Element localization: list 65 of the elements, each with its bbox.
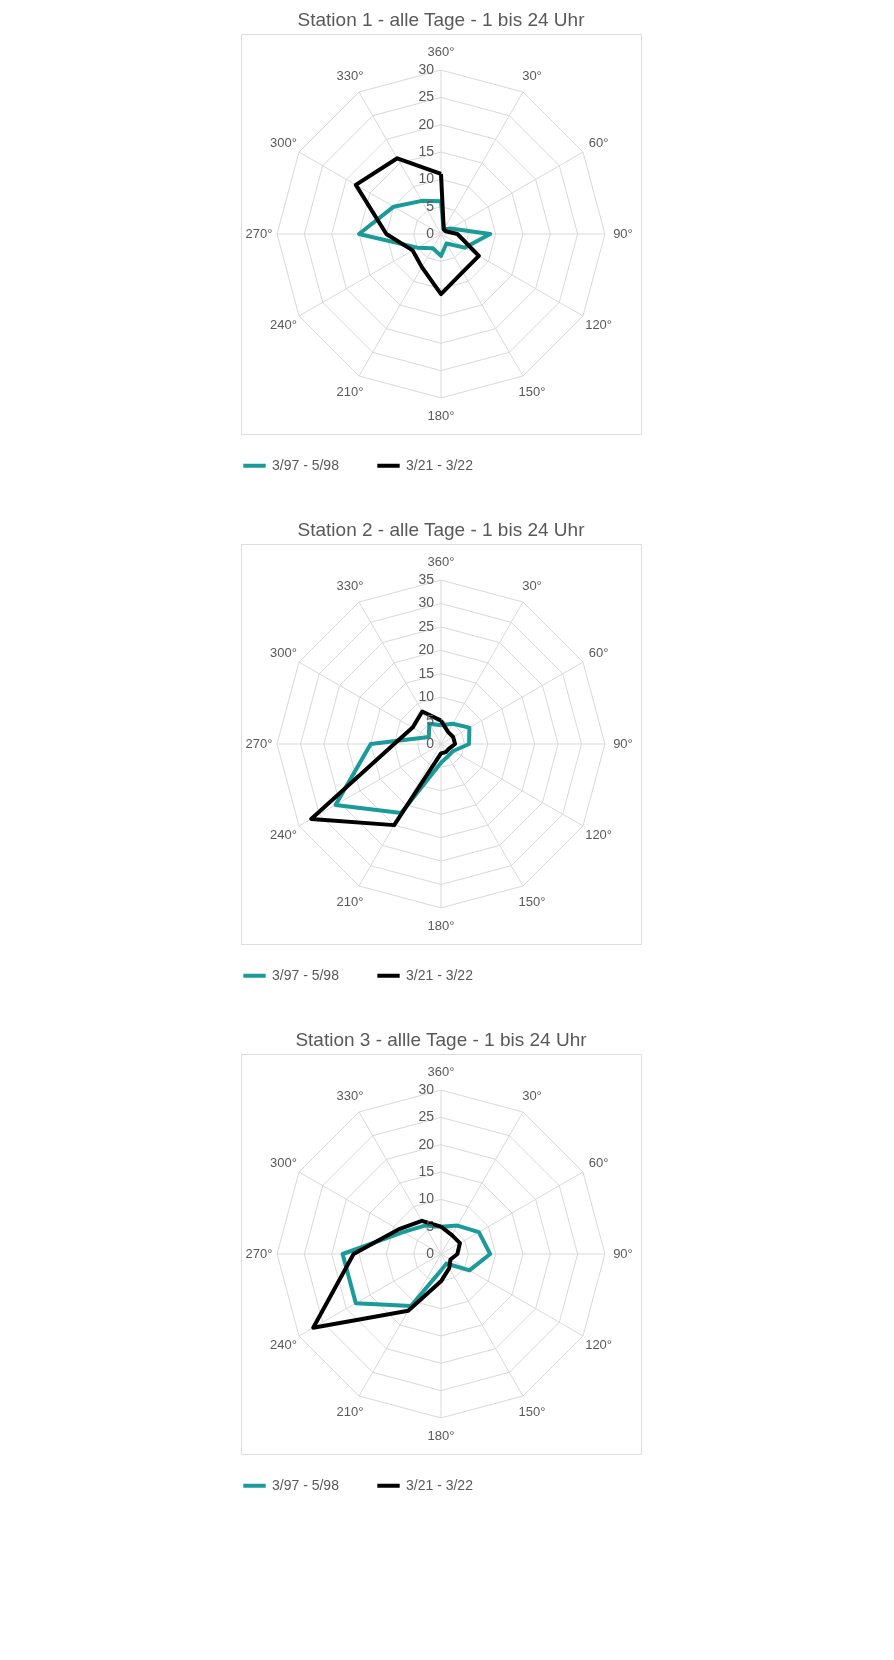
spoke-label: 210° (336, 383, 364, 399)
spoke-label: 30° (522, 68, 542, 84)
spoke-label: 120° (585, 1336, 613, 1352)
legend-label: 3/21 - 3/22 (406, 1476, 474, 1493)
y-tick-label: 30 (418, 61, 435, 78)
spoke-label: 240° (269, 826, 297, 842)
spoke-label: 210° (336, 1403, 364, 1419)
y-tick-label: 10 (418, 688, 435, 705)
legend-label: 3/97 - 5/98 (272, 966, 340, 983)
spoke-label: 90° (613, 736, 633, 751)
y-tick-label: 10 (418, 1190, 435, 1207)
y-tick-label: 15 (418, 664, 435, 681)
spoke-label: 180° (427, 917, 455, 933)
y-tick-label: 15 (418, 1163, 435, 1180)
spoke-label: 60° (588, 1155, 609, 1171)
spoke-label: 90° (613, 226, 633, 241)
y-tick-label: 25 (418, 88, 435, 105)
spoke-label: 300° (269, 1155, 297, 1171)
y-tick-label: 35 (418, 571, 435, 588)
chart-title: Station 3 - allle Tage - 1 bis 24 Uhr (295, 1029, 588, 1050)
spoke-label: 270° (245, 736, 273, 751)
legend-label: 3/97 - 5/98 (272, 456, 340, 473)
spoke-label: 90° (613, 1246, 633, 1261)
spoke-label: 360° (427, 1064, 455, 1080)
y-tick-label: 30 (418, 1081, 435, 1098)
spoke-label: 150° (518, 1403, 546, 1419)
legend-label: 3/21 - 3/22 (406, 456, 474, 473)
spoke-label: 360° (427, 44, 455, 60)
y-tick-label: 20 (418, 1135, 435, 1152)
y-tick-label: 5 (426, 1217, 435, 1234)
chart-title: Station 1 - alle Tage - 1 bis 24 Uhr (297, 9, 586, 30)
spoke-label: 240° (269, 1336, 297, 1352)
spoke-label: 180° (427, 407, 455, 423)
y-tick-label: 20 (418, 641, 435, 658)
spoke-label: 60° (588, 645, 609, 661)
spoke-label: 270° (245, 1246, 273, 1261)
spoke-label: 300° (269, 645, 297, 661)
y-tick-label: 15 (418, 143, 435, 160)
y-tick-label: 0 (426, 735, 435, 751)
spoke-label: 30° (522, 578, 542, 594)
spoke-label: 30° (522, 1088, 542, 1104)
spoke-label: 270° (245, 226, 273, 241)
spoke-label: 330° (336, 578, 364, 594)
spoke-label: 120° (585, 316, 613, 332)
spoke-label: 120° (585, 826, 613, 842)
y-tick-label: 25 (418, 617, 435, 634)
spoke-label: 330° (336, 1088, 364, 1104)
y-tick-label: 25 (418, 1108, 435, 1125)
spoke-label: 240° (269, 316, 297, 332)
legend-label: 3/21 - 3/22 (406, 966, 474, 983)
y-tick-label: 0 (426, 1245, 435, 1261)
spoke-label: 180° (427, 1427, 455, 1443)
y-tick-label: 20 (418, 115, 435, 132)
spoke-label: 210° (336, 893, 364, 909)
legend-label: 3/97 - 5/98 (272, 1476, 340, 1493)
spoke-label: 150° (518, 893, 546, 909)
spoke-label: 300° (269, 135, 297, 151)
chart-title: Station 2 - alle Tage - 1 bis 24 Uhr (297, 519, 586, 540)
spoke-label: 150° (518, 383, 546, 399)
spoke-label: 60° (588, 135, 609, 151)
y-tick-label: 30 (418, 594, 435, 611)
y-tick-label: 0 (426, 225, 435, 241)
y-tick-label: 10 (418, 170, 435, 187)
spoke-label: 330° (336, 68, 364, 84)
spoke-label: 360° (427, 554, 455, 570)
